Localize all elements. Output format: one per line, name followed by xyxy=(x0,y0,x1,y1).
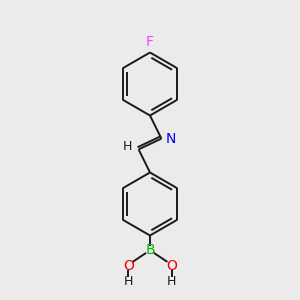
Text: N: N xyxy=(166,132,176,145)
Text: H: H xyxy=(124,274,133,288)
Text: B: B xyxy=(145,243,155,257)
Text: H: H xyxy=(167,274,176,288)
Text: O: O xyxy=(123,259,134,272)
Text: H: H xyxy=(123,140,132,154)
Text: F: F xyxy=(146,35,154,50)
Text: O: O xyxy=(166,259,177,272)
